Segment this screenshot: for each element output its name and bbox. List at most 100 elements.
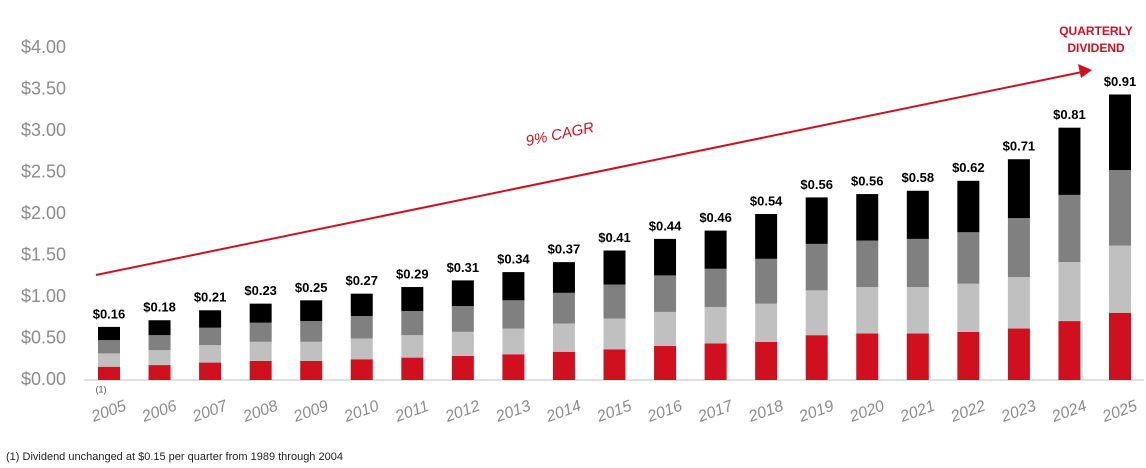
bar-segment <box>249 360 272 380</box>
x-tick-label: 2022 <box>948 398 988 427</box>
bar-segment <box>350 338 373 360</box>
bar-segment <box>199 345 222 363</box>
arrow-head <box>1078 64 1092 78</box>
y-tick-label: $3.00 <box>21 120 66 140</box>
y-tick-label: $1.00 <box>21 286 66 306</box>
y-tick-label: $4.00 <box>21 37 66 57</box>
bar-segment <box>755 214 778 259</box>
y-tick-label: $3.50 <box>21 78 66 98</box>
bar-segment <box>1058 262 1081 322</box>
bar-segment <box>502 354 525 380</box>
y-tick-label: $0.50 <box>21 327 66 347</box>
x-tick-label: 2011 <box>392 398 431 426</box>
bar-segment <box>1109 170 1131 246</box>
bar-segment <box>199 310 222 328</box>
value-label: $0.54 <box>750 193 783 208</box>
x-tick-label: 2017 <box>695 397 736 426</box>
value-label: $0.81 <box>1053 107 1086 122</box>
bar-segment <box>755 303 778 342</box>
bar-segment <box>502 272 525 301</box>
value-label: $0.27 <box>345 273 378 288</box>
value-label: $0.37 <box>548 242 581 257</box>
x-tick-label: 2007 <box>189 397 230 426</box>
value-label: $0.62 <box>952 160 985 175</box>
bar-segment <box>300 360 323 380</box>
bar-segment <box>856 333 879 380</box>
bar-segment <box>603 284 626 319</box>
bar-segment <box>957 232 980 284</box>
bar-segment <box>704 230 727 269</box>
value-label: $0.41 <box>598 230 631 245</box>
x-tick-label: 2020 <box>847 398 887 427</box>
bar-segment <box>401 357 424 380</box>
bar-segment <box>805 243 828 291</box>
x-tick-label: 2009 <box>291 398 331 427</box>
bar-segment <box>451 331 474 356</box>
bar-segment <box>957 180 980 233</box>
value-label: $0.29 <box>396 266 429 281</box>
bar-segment <box>1058 321 1081 380</box>
bar-segment <box>704 343 727 380</box>
bar-segment <box>654 238 677 276</box>
annotation: QUARTERLY <box>1059 24 1133 38</box>
bar-segment <box>1007 328 1030 380</box>
bar-segment <box>98 326 120 341</box>
bar-segment <box>603 318 626 350</box>
value-label: $0.56 <box>800 177 833 192</box>
bar-segment <box>552 323 575 352</box>
bar-segment <box>98 340 120 354</box>
bar-segment <box>1109 245 1131 313</box>
bar-segment <box>502 328 525 355</box>
bar-segment <box>1109 312 1131 380</box>
bar-segment <box>249 322 272 342</box>
value-label: $0.44 <box>649 218 682 233</box>
bar-segment <box>906 190 929 239</box>
bar-segment <box>300 341 323 361</box>
x-tick-label: 2021 <box>897 398 937 427</box>
value-label: $0.16 <box>93 306 126 321</box>
bar-segment <box>1109 94 1131 171</box>
bar-segment <box>805 335 828 380</box>
bar-segment <box>98 353 120 367</box>
value-label: $0.46 <box>699 210 732 225</box>
bar-segment <box>1007 218 1030 278</box>
bar-segment <box>603 250 626 285</box>
bar-segment <box>805 290 828 336</box>
bar-segment <box>856 287 879 334</box>
value-label: $0.21 <box>194 290 227 305</box>
x-tick-label: 2023 <box>998 398 1038 427</box>
bar-segment <box>148 365 171 380</box>
bar-segment <box>350 359 373 380</box>
y-tick-label: $1.50 <box>21 244 66 264</box>
bar-segment <box>704 306 727 344</box>
bar-segment <box>199 362 222 380</box>
bar-segment <box>148 350 171 366</box>
x-tick-label: 2012 <box>442 398 482 427</box>
value-label: $0.91 <box>1104 74 1137 89</box>
bar-segment <box>1007 277 1030 329</box>
bar-segment <box>249 341 272 361</box>
bar-segment <box>654 345 677 380</box>
bar-segment <box>98 366 120 380</box>
bar-segment <box>552 351 575 380</box>
bar-segment <box>148 335 171 351</box>
value-label: $0.56 <box>851 174 884 189</box>
bar-segment <box>603 349 626 380</box>
value-label: $0.18 <box>143 300 176 315</box>
bar-segment <box>1058 194 1081 263</box>
bar-segment <box>1007 159 1030 219</box>
bar-segment <box>451 355 474 380</box>
y-tick-label: $0.00 <box>21 369 66 389</box>
bar-segment <box>451 306 474 332</box>
value-label: $0.23 <box>244 283 277 298</box>
y-tick-label: $2.00 <box>21 203 66 223</box>
bar-segment <box>856 194 879 241</box>
bar-segment <box>704 268 727 307</box>
bar-segment <box>957 283 980 332</box>
bar-segment <box>654 311 677 346</box>
bar-segment <box>856 240 879 288</box>
bar-segment <box>906 238 929 288</box>
bar-segment <box>805 197 828 244</box>
annotation: DIVIDEND <box>1067 41 1125 55</box>
